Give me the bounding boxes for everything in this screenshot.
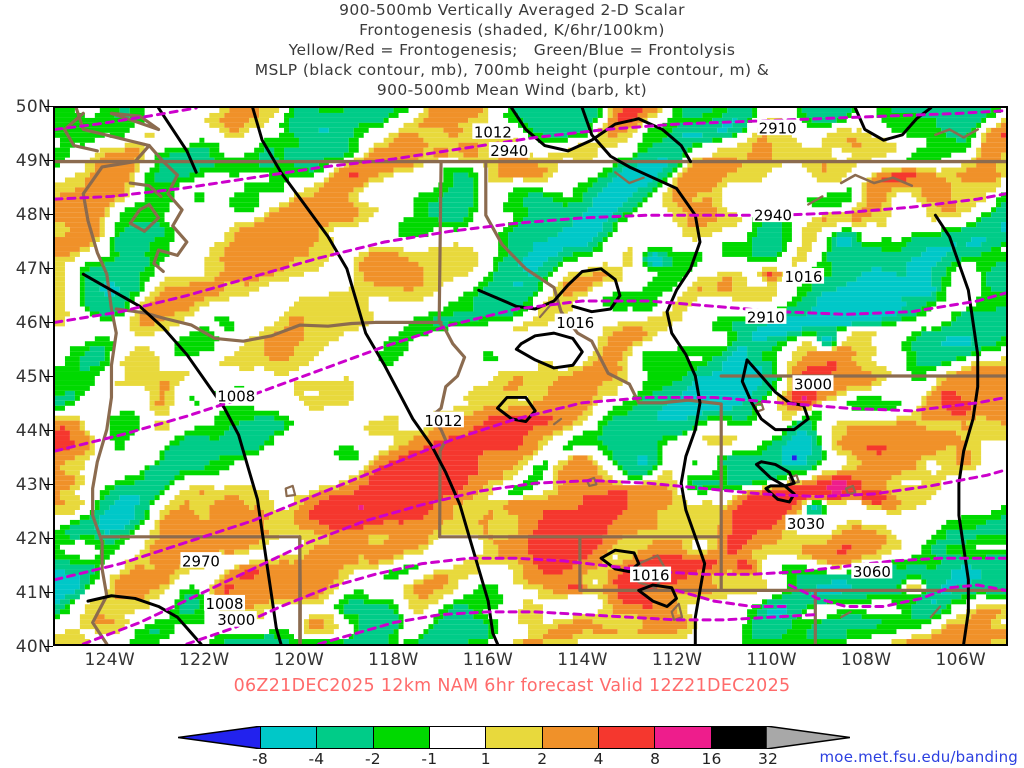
mslp-contours <box>81 108 980 644</box>
weather-map[interactable]: 1012 1008 1012 1016 1016 1008 1016 2910 2940 2940… <box>53 106 1008 646</box>
colorbar-tick-label: 8 <box>650 750 661 768</box>
lat-tick-label: 43N <box>15 475 51 495</box>
mslp-label: 1016 <box>632 567 670 585</box>
lat-tick-mark <box>44 322 53 323</box>
colorbar-cell <box>598 727 656 748</box>
colorbar-right-arrow <box>766 726 850 749</box>
height-label: 2910 <box>747 308 785 326</box>
height-label: 3000 <box>217 611 255 629</box>
lon-tick-label: 122W <box>179 650 230 670</box>
lat-tick-label: 47N <box>15 259 51 279</box>
lat-tick-mark <box>44 592 53 593</box>
colorbar-cell <box>486 727 543 748</box>
height-label: 3060 <box>853 563 891 581</box>
lat-tick-label: 40N <box>15 637 51 657</box>
mslp-label: 1012 <box>474 124 512 142</box>
mslp-label: 1016 <box>785 268 823 286</box>
lat-tick-label: 42N <box>15 529 51 549</box>
colorbar-cell <box>655 727 712 748</box>
lat-tick-mark <box>44 106 53 107</box>
colorbar-cell <box>261 727 318 748</box>
colorbar-cell <box>373 727 430 748</box>
mslp-label: 1016 <box>556 314 594 332</box>
lat-tick-label: 45N <box>15 367 51 387</box>
lon-tick-label: 124W <box>84 650 135 670</box>
title-line-5: 900-500mb Mean Wind (barb, kt) <box>376 81 648 99</box>
colorbar-tick-label: -2 <box>364 750 381 768</box>
title-line-1: 900-500mb Vertically Averaged 2-D Scalar <box>339 1 685 19</box>
height-label: 2940 <box>490 142 528 160</box>
colorbar-cell <box>317 727 374 748</box>
height-label: 2970 <box>182 552 220 570</box>
lat-tick-mark <box>44 538 53 539</box>
title-block: 900-500mb Vertically Averaged 2-D Scalar… <box>0 0 1024 100</box>
lon-tick-label: 118W <box>368 650 419 670</box>
colorbar-cell <box>711 727 767 748</box>
colorbar-tick-label: 16 <box>701 750 722 768</box>
lon-tick-label: 116W <box>462 650 514 670</box>
height-label: 2940 <box>754 207 792 225</box>
colorbar-left-arrow <box>178 726 262 749</box>
lat-tick-label: 50N <box>15 97 51 117</box>
lat-tick-mark <box>44 160 53 161</box>
lat-tick-label: 48N <box>15 205 51 225</box>
lat-tick-mark <box>44 646 53 647</box>
lon-tick-label: 110W <box>746 650 797 670</box>
watermark-link[interactable]: moe.met.fsu.edu/banding <box>819 748 1018 766</box>
mslp-label: 1008 <box>205 595 243 613</box>
lon-tick-label: 112W <box>651 650 703 670</box>
height-label: 2910 <box>759 120 797 138</box>
lon-tick-label: 106W <box>935 650 986 670</box>
colorbar-tick-label: 4 <box>593 750 604 768</box>
lat-tick-mark <box>44 484 53 485</box>
height-contours <box>55 108 1006 644</box>
lat-tick-mark <box>44 214 53 215</box>
colorbar: -8 -4 -2 -1 1 2 4 8 16 32 <box>178 726 850 768</box>
colorbar-tick-label: 32 <box>757 750 779 768</box>
colorbar-cell <box>429 727 487 748</box>
lon-tick-label: 114W <box>557 650 608 670</box>
lon-tick-label: 120W <box>273 650 325 670</box>
colorbar-tick-label: -4 <box>308 750 325 768</box>
lat-tick-mark <box>44 376 53 377</box>
colorbar-tick-label: 1 <box>480 750 491 768</box>
map-canvas: 1012 1008 1012 1016 1016 1008 1016 2910 2940 2940… <box>55 108 1006 644</box>
title-line-4: MSLP (black contour, mb), 700mb height (… <box>254 61 770 79</box>
mslp-label: 1008 <box>217 388 255 406</box>
lon-tick-label: 108W <box>840 650 892 670</box>
height-label: 3030 <box>787 515 825 533</box>
lat-tick-mark <box>44 268 53 269</box>
height-label: 3000 <box>794 375 832 393</box>
colorbar-cell <box>542 727 599 748</box>
mslp-label: 1012 <box>424 412 462 430</box>
lat-tick-label: 44N <box>15 421 51 441</box>
contour-labels: 1012 1008 1012 1016 1016 1008 1016 2910 2940 2940… <box>180 119 893 629</box>
colorbar-tick-label: -1 <box>421 750 438 768</box>
colorbar-tick-label: -8 <box>252 750 268 768</box>
lat-tick-label: 41N <box>15 583 51 603</box>
lat-tick-label: 49N <box>15 151 51 171</box>
title-line-2: Frontogenesis (shaded, K/6hr/100km) <box>359 21 665 39</box>
colorbar-cells <box>260 726 768 749</box>
title-line-3: Yellow/Red = Frontogenesis; Green/Blue =… <box>288 41 736 59</box>
forecast-valid-line: 06Z21DEC2025 12km NAM 6hr forecast Valid… <box>233 676 791 696</box>
lat-tick-label: 46N <box>15 313 51 333</box>
colorbar-tick-label: 2 <box>537 750 548 768</box>
lat-tick-mark <box>44 430 53 431</box>
